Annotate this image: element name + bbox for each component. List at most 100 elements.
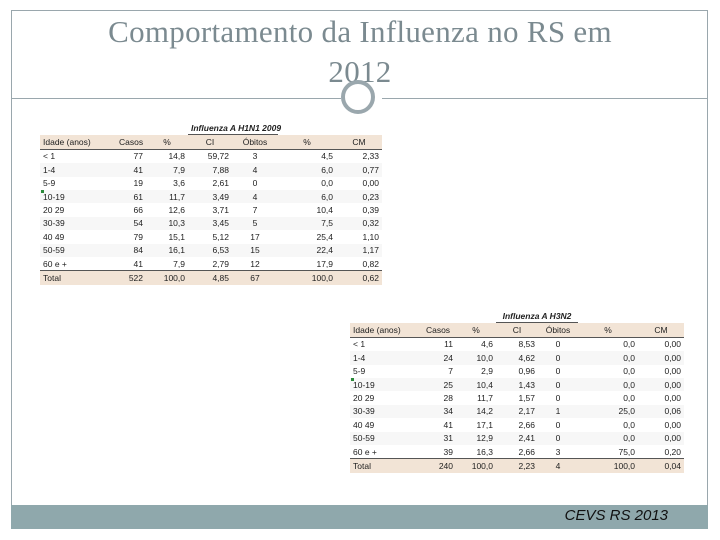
table-cell: 16,1 (146, 243, 188, 257)
table-cell: 10,3 (146, 216, 188, 231)
column-header-row: Idade (anos) Casos% CI Óbitos% CM (350, 322, 685, 338)
table-cell: 0 (538, 377, 579, 392)
table-cell: 11 (420, 337, 456, 352)
empty-cell (40, 121, 116, 135)
table-cell: 25 (420, 377, 456, 392)
table-cell: 0,00 (638, 377, 685, 392)
table-cell: 4 (232, 163, 279, 177)
total-cell: 100,0 (278, 270, 337, 285)
column-header: Idade (anos) (350, 322, 420, 338)
table-cell: 3 (232, 149, 279, 164)
table-cell: 60 e + (40, 256, 116, 271)
table-cell: 0 (538, 364, 579, 378)
table-cell: 16,3 (456, 444, 496, 459)
total-cell: Total (350, 458, 420, 473)
total-cell: 100,0 (146, 270, 188, 285)
table-cell: 84 (116, 243, 146, 257)
table-row: 1-4 41 7,9 7,88 4 6,0 0,77 (40, 163, 383, 177)
table-cell: 0,00 (638, 337, 685, 352)
table-cell: 17,9 (278, 256, 337, 271)
footer-credit: CEVS RS 2013 (564, 507, 668, 524)
table-cell: 0,23 (336, 189, 383, 204)
table-cell: 3,6 (146, 176, 188, 190)
table-cell: 75,0 (578, 444, 639, 459)
total-cell: 4 (538, 458, 579, 473)
table-cell: 0 (538, 351, 579, 365)
table-cell: 25,0 (578, 404, 639, 419)
table-cell: 1,10 (336, 230, 383, 244)
table-cell: 1-4 (350, 351, 420, 365)
table-cell: 10,0 (456, 351, 496, 365)
table-row: 30-39 34 14,2 2,17 1 25,0 0,06 (350, 404, 685, 419)
table-cell: 7,9 (146, 163, 188, 177)
table-cell: 1 (538, 404, 579, 419)
total-cell: 0,62 (336, 270, 383, 285)
table-cell: 5-9 (350, 364, 420, 378)
table-cell: < 1 (40, 149, 116, 164)
table-cell: 0,00 (638, 418, 685, 432)
table-cell: 2,17 (496, 404, 538, 419)
table-cell: 2,66 (496, 444, 538, 459)
total-cell: 100,0 (456, 458, 496, 473)
table-row: 10-19 25 10,4 1,43 0 0,0 0,00 (350, 377, 685, 392)
table-row: 30-39 54 10,3 3,45 5 7,5 0,32 (40, 216, 383, 231)
column-header: CM (336, 134, 383, 150)
table-cell: 11,7 (146, 189, 188, 204)
table-cell: 39 (420, 444, 456, 459)
table-cell: 2,66 (496, 418, 538, 432)
total-cell: 2,23 (496, 458, 538, 473)
table-cell: 0 (232, 176, 279, 190)
table-row: 40 49 41 17,1 2,66 0 0,0 0,00 (350, 418, 685, 432)
total-row: Total 522 100,0 4,85 67 100,0 0,62 (40, 270, 383, 285)
table-cell: 30-39 (40, 216, 116, 231)
table-row: 5-9 19 3,6 2,61 0 0,0 0,00 (40, 176, 383, 190)
total-cell: Total (40, 270, 116, 285)
column-header: % (456, 322, 496, 338)
column-header: Casos (116, 134, 146, 150)
table-cell: 0 (538, 337, 579, 352)
table-cell: 0,0 (278, 176, 337, 190)
empty-cell (420, 309, 456, 323)
table-cell: 5-9 (40, 176, 116, 190)
table-cell: 3,71 (188, 203, 232, 217)
empty-cell (278, 121, 337, 135)
table-cell: 0,0 (578, 351, 639, 365)
table-cell: 28 (420, 391, 456, 405)
table-cell: 77 (116, 149, 146, 164)
table-cell: 12 (232, 256, 279, 271)
table-cell: 25,4 (278, 230, 337, 244)
table-cell: 7,9 (146, 256, 188, 271)
table-cell: 0,20 (638, 444, 685, 459)
group-header-row: Influenza A H1N1 2009 (40, 121, 383, 136)
column-header-row: Idade (anos) Casos% CI Óbitos% CM (40, 134, 383, 150)
table-cell: 1,43 (496, 377, 538, 392)
table-cell: 22,4 (278, 243, 337, 257)
table-row: 50-59 84 16,1 6,53 15 22,4 1,17 (40, 243, 383, 257)
table-cell: 0,39 (336, 203, 383, 217)
table-cell: 41 (420, 418, 456, 432)
group-label: Influenza A H3N2 (496, 309, 579, 324)
column-header: % (278, 134, 337, 150)
slide-title: Comportamento da Influenza no RS em 2012 (14, 12, 706, 92)
table-cell: 6,0 (278, 163, 337, 177)
table-cell: 7 (232, 203, 279, 217)
table-cell: 17 (232, 230, 279, 244)
table-cell: 11,7 (456, 391, 496, 405)
empty-cell (578, 309, 639, 323)
table-cell: 2,61 (188, 176, 232, 190)
table-cell: 7,88 (188, 163, 232, 177)
table-cell: 17,1 (456, 418, 496, 432)
column-header: % (146, 134, 188, 150)
table-cell: 14,8 (146, 149, 188, 164)
table-h1n1-2009: Influenza A H1N1 2009 Idade (anos) Casos% C… (40, 121, 383, 285)
empty-cell (146, 121, 188, 135)
table-cell: 7,5 (278, 216, 337, 231)
table-cell: 0,0 (578, 337, 639, 352)
total-cell: 4,85 (188, 270, 232, 285)
table-cell: 4,62 (496, 351, 538, 365)
table-cell: 2,79 (188, 256, 232, 271)
table-cell: 0,00 (638, 364, 685, 378)
table-cell: 12,6 (146, 203, 188, 217)
title-divider-right (382, 98, 708, 99)
table-cell: 2,9 (456, 364, 496, 378)
